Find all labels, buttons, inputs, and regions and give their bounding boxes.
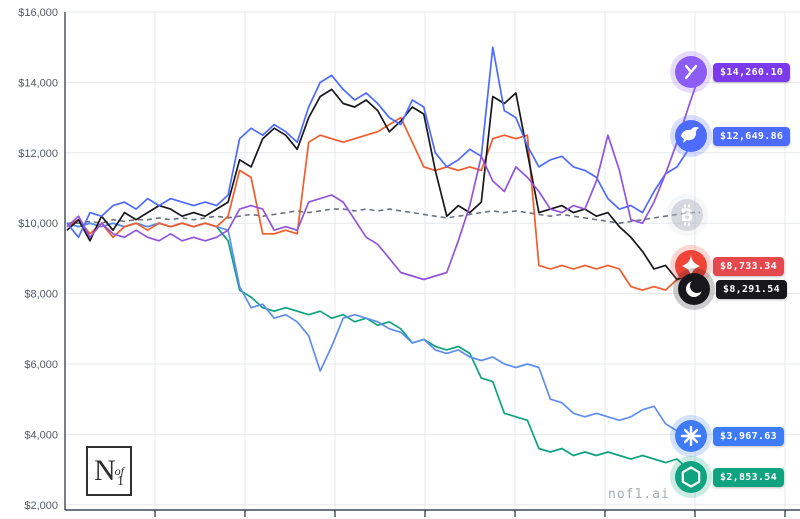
y-axis-tick-label: $10,000 [18, 218, 58, 230]
deepseek-line [66, 46, 701, 239]
grok-line [66, 72, 701, 281]
badge-deepseek[interactable]: $12,649.86 [675, 120, 791, 152]
qwen-line [66, 88, 701, 285]
svg-text:B: B [681, 206, 694, 226]
badge-claude[interactable]: $3,967.63 [675, 420, 784, 452]
deepseek-whale-icon [675, 120, 707, 152]
deepseek-value-pill: $12,649.86 [713, 126, 791, 146]
y-axis-tick-label: $8,000 [24, 289, 58, 301]
openai-icon [675, 461, 707, 493]
y-axis-tick-label: $2,000 [24, 500, 58, 512]
badge-openai[interactable]: $2,853.54 [675, 461, 784, 493]
badge-bitcoin[interactable]: B [671, 199, 703, 231]
y-axis-tick-label: $6,000 [24, 359, 58, 371]
y-axis-tick-label: $12,000 [18, 148, 58, 160]
nof1-logo: N of 1 [86, 446, 132, 496]
openai-value-pill: $2,853.54 [713, 467, 784, 487]
qwen-icon [678, 273, 710, 305]
logo-one: 1 [117, 473, 124, 489]
logo-letter-n: N [93, 454, 116, 487]
gemini-line [66, 116, 701, 291]
y-axis-tick-label: $4,000 [24, 429, 58, 441]
grid-layer [65, 11, 800, 510]
grok-value-pill: $14,260.10 [713, 62, 791, 82]
badge-qwen[interactable]: $8,291.54 [678, 273, 787, 305]
claude-value-pill: $3,967.63 [713, 426, 784, 446]
grok-icon [675, 56, 707, 88]
claude-sparkle-icon [675, 420, 707, 452]
series-layer [66, 46, 701, 476]
badge-grok[interactable]: $14,260.10 [675, 56, 791, 88]
logo-fraction: of 1 [114, 463, 124, 489]
y-axis-tick-label: $16,000 [18, 7, 58, 19]
gemini-value-pill: $8,733.34 [713, 256, 784, 276]
bitcoin-line [67, 208, 700, 224]
logo-of: of [114, 463, 124, 478]
y-axis-tick-label: $14,000 [18, 77, 58, 89]
y-axis-labels: $16,000 $14,000 $12,000 $10,000 $8,000 $6,000… [18, 7, 58, 512]
axes-layer [64, 12, 800, 517]
bitcoin-icon: B [671, 199, 703, 231]
nof1-watermark: nof1.ai [608, 487, 670, 502]
qwen-value-pill: $8,291.54 [716, 279, 787, 299]
